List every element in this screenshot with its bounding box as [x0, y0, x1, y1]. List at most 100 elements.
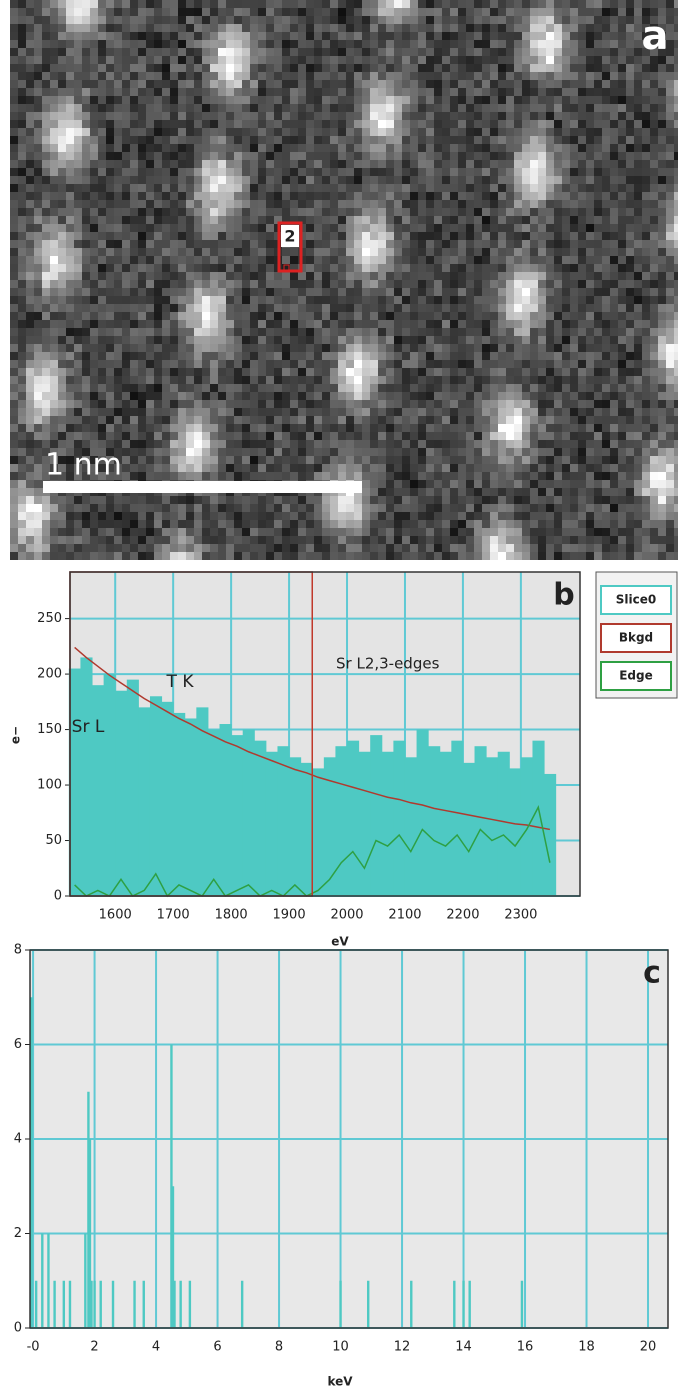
bar — [339, 1281, 341, 1328]
scale-bar — [43, 481, 362, 493]
x-tick-label: 14 — [455, 1340, 472, 1355]
annotation: Sr L — [72, 717, 105, 737]
y-tick-label: 0 — [14, 1321, 22, 1336]
spectrum-bar — [393, 741, 405, 896]
spectrum-bar — [277, 746, 289, 896]
spectrum-bar — [475, 746, 487, 896]
y-tick-label: 8 — [14, 943, 22, 958]
y-tick-label: 100 — [37, 778, 62, 793]
spectrum-bar — [173, 713, 185, 896]
bar — [84, 1234, 86, 1329]
spectrum-bar — [509, 768, 521, 896]
x-tick-label: 12 — [394, 1340, 411, 1355]
x-tick-label: -0 — [27, 1340, 40, 1355]
bar — [100, 1281, 102, 1328]
spectrum-bar — [289, 757, 301, 896]
x-axis-title: keV — [327, 1375, 353, 1389]
spectrum-bar — [138, 707, 150, 896]
legend-label: Edge — [619, 669, 653, 683]
spectrum-bar — [451, 741, 463, 896]
annotation: Sr L2,3-edges — [336, 655, 440, 673]
y-tick-label: 200 — [37, 667, 62, 682]
scale-label: 1 nm — [45, 448, 122, 483]
bar — [143, 1281, 145, 1328]
y-axis-title: e− — [9, 726, 23, 744]
panel-label: c — [643, 956, 661, 991]
y-tick-label: 150 — [37, 722, 62, 737]
spectrum-bar — [127, 680, 139, 896]
x-axis-title: eV — [331, 935, 349, 949]
x-tick-label: 1800 — [215, 908, 248, 923]
spectrum-bar — [150, 696, 162, 896]
spectrum-bar — [266, 752, 278, 896]
y-tick-label: 2 — [14, 1226, 22, 1241]
bar — [241, 1281, 243, 1328]
x-tick-label: 1700 — [157, 908, 190, 923]
x-tick-label: 2200 — [446, 908, 479, 923]
x-tick-label: 10 — [332, 1340, 349, 1355]
x-tick-label: 4 — [152, 1340, 160, 1355]
spectrum-bar — [324, 757, 336, 896]
spectrum-bar — [347, 741, 359, 896]
spectrum-bar — [80, 657, 92, 896]
bar — [69, 1281, 71, 1328]
spectrum-bar — [486, 757, 498, 896]
bar — [367, 1281, 369, 1328]
bar — [468, 1281, 470, 1328]
spectrum-bar — [220, 724, 232, 896]
spectrum-bar — [428, 746, 440, 896]
spectrum-bar — [185, 718, 197, 896]
y-tick-label: 4 — [14, 1132, 22, 1147]
x-tick-label: 2100 — [388, 908, 421, 923]
spectrum-bar — [196, 707, 208, 896]
spectrum-bar — [115, 691, 127, 896]
x-tick-label: 1900 — [273, 908, 306, 923]
bar — [179, 1281, 181, 1328]
x-tick-label: 2300 — [504, 908, 537, 923]
x-tick-label: 16 — [517, 1340, 534, 1355]
spectrum-bar — [463, 763, 475, 896]
spectrum-bar — [521, 757, 533, 896]
bar — [112, 1281, 114, 1328]
y-tick-label: 250 — [37, 611, 62, 626]
spectrum-bar — [382, 752, 394, 896]
legend-label: Slice0 — [616, 593, 656, 607]
bar — [53, 1281, 55, 1328]
bar — [133, 1281, 135, 1328]
spectrum-bar — [162, 702, 174, 896]
x-tick-label: 20 — [640, 1340, 657, 1355]
panel-label: b — [553, 578, 574, 613]
bar — [462, 1281, 464, 1328]
spectrum-bar — [104, 674, 116, 896]
spectrum-bar — [208, 730, 220, 896]
bar — [41, 1234, 43, 1329]
bar — [93, 1281, 95, 1328]
spectrum-bar — [370, 735, 382, 896]
spectrum-bar — [498, 752, 510, 896]
bar — [521, 1281, 523, 1328]
spectrum-bar — [335, 746, 347, 896]
bar — [47, 1234, 49, 1329]
x-tick-label: 6 — [213, 1340, 221, 1355]
bar — [189, 1281, 191, 1328]
x-tick-label: 8 — [275, 1340, 283, 1355]
spectrum-bar — [254, 741, 266, 896]
x-tick-label: 1600 — [99, 908, 132, 923]
x-tick-label: 2 — [90, 1340, 98, 1355]
spectrum-bar — [417, 730, 429, 896]
x-tick-label: 18 — [578, 1340, 595, 1355]
bar — [63, 1281, 65, 1328]
spectrum-bar — [312, 768, 324, 896]
bar — [453, 1281, 455, 1328]
panel-label: a — [642, 13, 669, 59]
spectrum-bar — [544, 774, 556, 896]
bar — [35, 1281, 37, 1328]
spectrum-bar — [440, 752, 452, 896]
spectrum-bar — [405, 757, 417, 896]
bar — [173, 1281, 175, 1328]
spectrum-bar — [243, 730, 255, 896]
roi-label: 2 — [284, 227, 295, 246]
legend-label: Bkgd — [619, 631, 653, 645]
